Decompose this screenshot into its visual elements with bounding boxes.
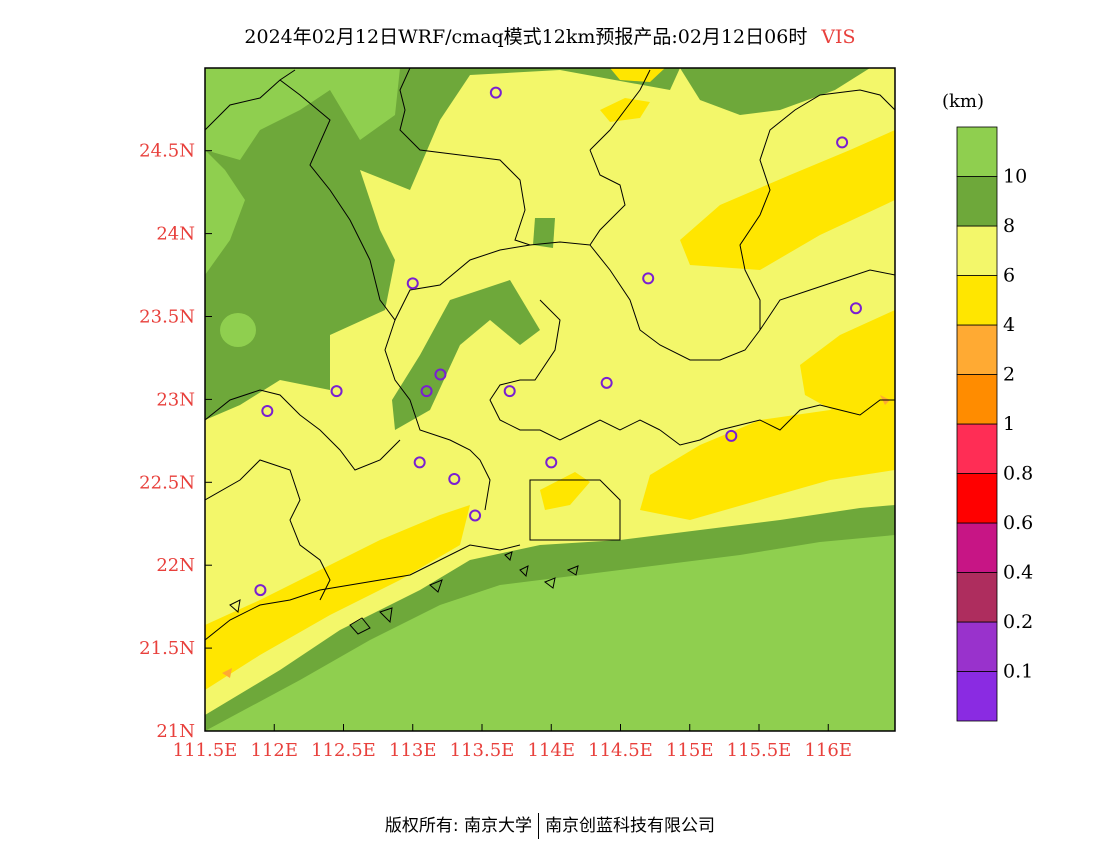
- station-marker: [836, 136, 849, 149]
- colorbar-swatch: [956, 423, 998, 474]
- x-tick-label: 113.5E: [450, 740, 515, 761]
- footer-separator: [538, 813, 540, 839]
- colorbar: 0.1 0.2 0.4 0.6 0.8 1 2 4 6 8 10: [956, 126, 1033, 722]
- colorbar-level-label: 10: [1003, 166, 1027, 188]
- x-tick-label: 116E: [805, 740, 853, 761]
- station-marker: [849, 302, 862, 315]
- colorbar-swatch: [956, 671, 998, 722]
- field-visibility-8-10-northeast: [680, 68, 870, 115]
- y-tick-label: 23N: [156, 389, 195, 410]
- station-marker: [469, 509, 482, 522]
- field-visibility-8-10-ribbon: [392, 280, 540, 430]
- station-marker: [261, 405, 274, 418]
- y-tick-label: 22N: [156, 555, 195, 576]
- colorbar-level-label: 0.6: [1003, 512, 1033, 534]
- colorbar-level-label: 0.2: [1003, 611, 1033, 633]
- field-visibility-8-10-spot: [533, 218, 555, 248]
- station-marker: [503, 385, 516, 398]
- copyright-footer: 版权所有: 南京大学 南京创蓝科技有限公司: [0, 811, 1100, 839]
- coastal-islands: [229, 551, 579, 635]
- x-tick-label: 114E: [528, 740, 576, 761]
- x-tick-label: 114.5E: [588, 740, 653, 761]
- colorbar-swatch: [956, 176, 998, 227]
- field-visibility-4-6-southwest: [205, 505, 470, 690]
- colorbar-swatch: [956, 572, 998, 623]
- field-visibility-8-10-northwest: [205, 68, 680, 420]
- x-tick-label: 115E: [666, 740, 714, 761]
- map-plot-area: [205, 68, 895, 731]
- colorbar-level-label: 6: [1003, 265, 1015, 287]
- station-marker: [600, 376, 613, 389]
- station-marker: [489, 86, 502, 99]
- colorbar-swatch: [956, 473, 998, 524]
- colorbar-swatch: [956, 225, 998, 276]
- colorbar-swatch: [956, 374, 998, 425]
- station-marker: [413, 456, 426, 469]
- field-visibility-4-6-bay: [540, 472, 590, 510]
- station-marker: [254, 584, 267, 597]
- colorbar-level-label: 2: [1003, 364, 1015, 386]
- y-tick-label: 21N: [156, 721, 195, 742]
- colorbar-swatch: [956, 126, 998, 177]
- colorbar-level-label: 8: [1003, 215, 1015, 237]
- station-marker: [642, 272, 655, 285]
- colorbar-level-label: 1: [1003, 413, 1015, 435]
- y-tick-label: 22.5N: [139, 472, 195, 493]
- map-title: 2024年02月12日WRF/cmaq模式12km预报产品:02月12日06时 V…: [0, 22, 1100, 49]
- station-marker: [545, 456, 558, 469]
- colorbar-swatch: [956, 324, 998, 375]
- field-visibility-4-6-coast-east: [800, 310, 895, 420]
- colorbar-level-label: 0.1: [1003, 661, 1033, 683]
- colorbar-level-label: 0.4: [1003, 562, 1033, 584]
- station-marker: [434, 368, 447, 381]
- axis-ticks: 111.5E 112E 112.5E 113E 113.5E 114E 114.5E 115E…: [139, 141, 852, 761]
- title-main: 2024年02月12日WRF/cmaq模式12km预报产品:02月12日06时: [244, 26, 808, 48]
- x-tick-label: 115.5E: [727, 740, 792, 761]
- y-tick-label: 21.5N: [139, 638, 195, 659]
- station-marker: [725, 429, 738, 442]
- field-visibility-gt10-sea: [205, 535, 895, 731]
- field-visibility-4-6-east: [680, 130, 895, 270]
- field-visibility-4-6-coast: [640, 405, 895, 520]
- x-tick-label: 111.5E: [173, 740, 238, 761]
- x-tick-label: 112.5E: [311, 740, 376, 761]
- field-visibility-2-4-speck-sw: [222, 668, 232, 678]
- colorbar-swatch: [956, 522, 998, 573]
- field-visibility-gt10-west: [205, 150, 245, 275]
- y-tick-label: 24N: [156, 224, 195, 245]
- boundary-lines: [205, 68, 895, 641]
- x-tick-label: 112E: [251, 740, 299, 761]
- footer-right: 南京创蓝科技有限公司: [545, 816, 716, 836]
- field-visibility-gt10-northwest: [205, 68, 400, 160]
- station-marker: [448, 472, 461, 485]
- field-visibility-gt10-patch: [220, 313, 256, 347]
- station-marker: [406, 277, 419, 290]
- title-variable: VIS: [821, 26, 856, 48]
- y-tick-label: 24.5N: [139, 141, 195, 162]
- colorbar-level-label: 4: [1003, 314, 1015, 336]
- colorbar-swatch: [956, 621, 998, 672]
- colorbar-unit: (km): [942, 91, 985, 112]
- footer-left: 版权所有: 南京大学: [384, 816, 533, 836]
- station-marker: [330, 385, 343, 398]
- field-visibility-4-6-north: [610, 68, 665, 82]
- station-marker: [420, 385, 433, 398]
- colorbar-swatch: [956, 275, 998, 326]
- y-tick-label: 23.5N: [139, 307, 195, 328]
- colorbar-level-label: 0.8: [1003, 463, 1033, 485]
- station-markers: [254, 86, 862, 597]
- x-tick-label: 113E: [389, 740, 437, 761]
